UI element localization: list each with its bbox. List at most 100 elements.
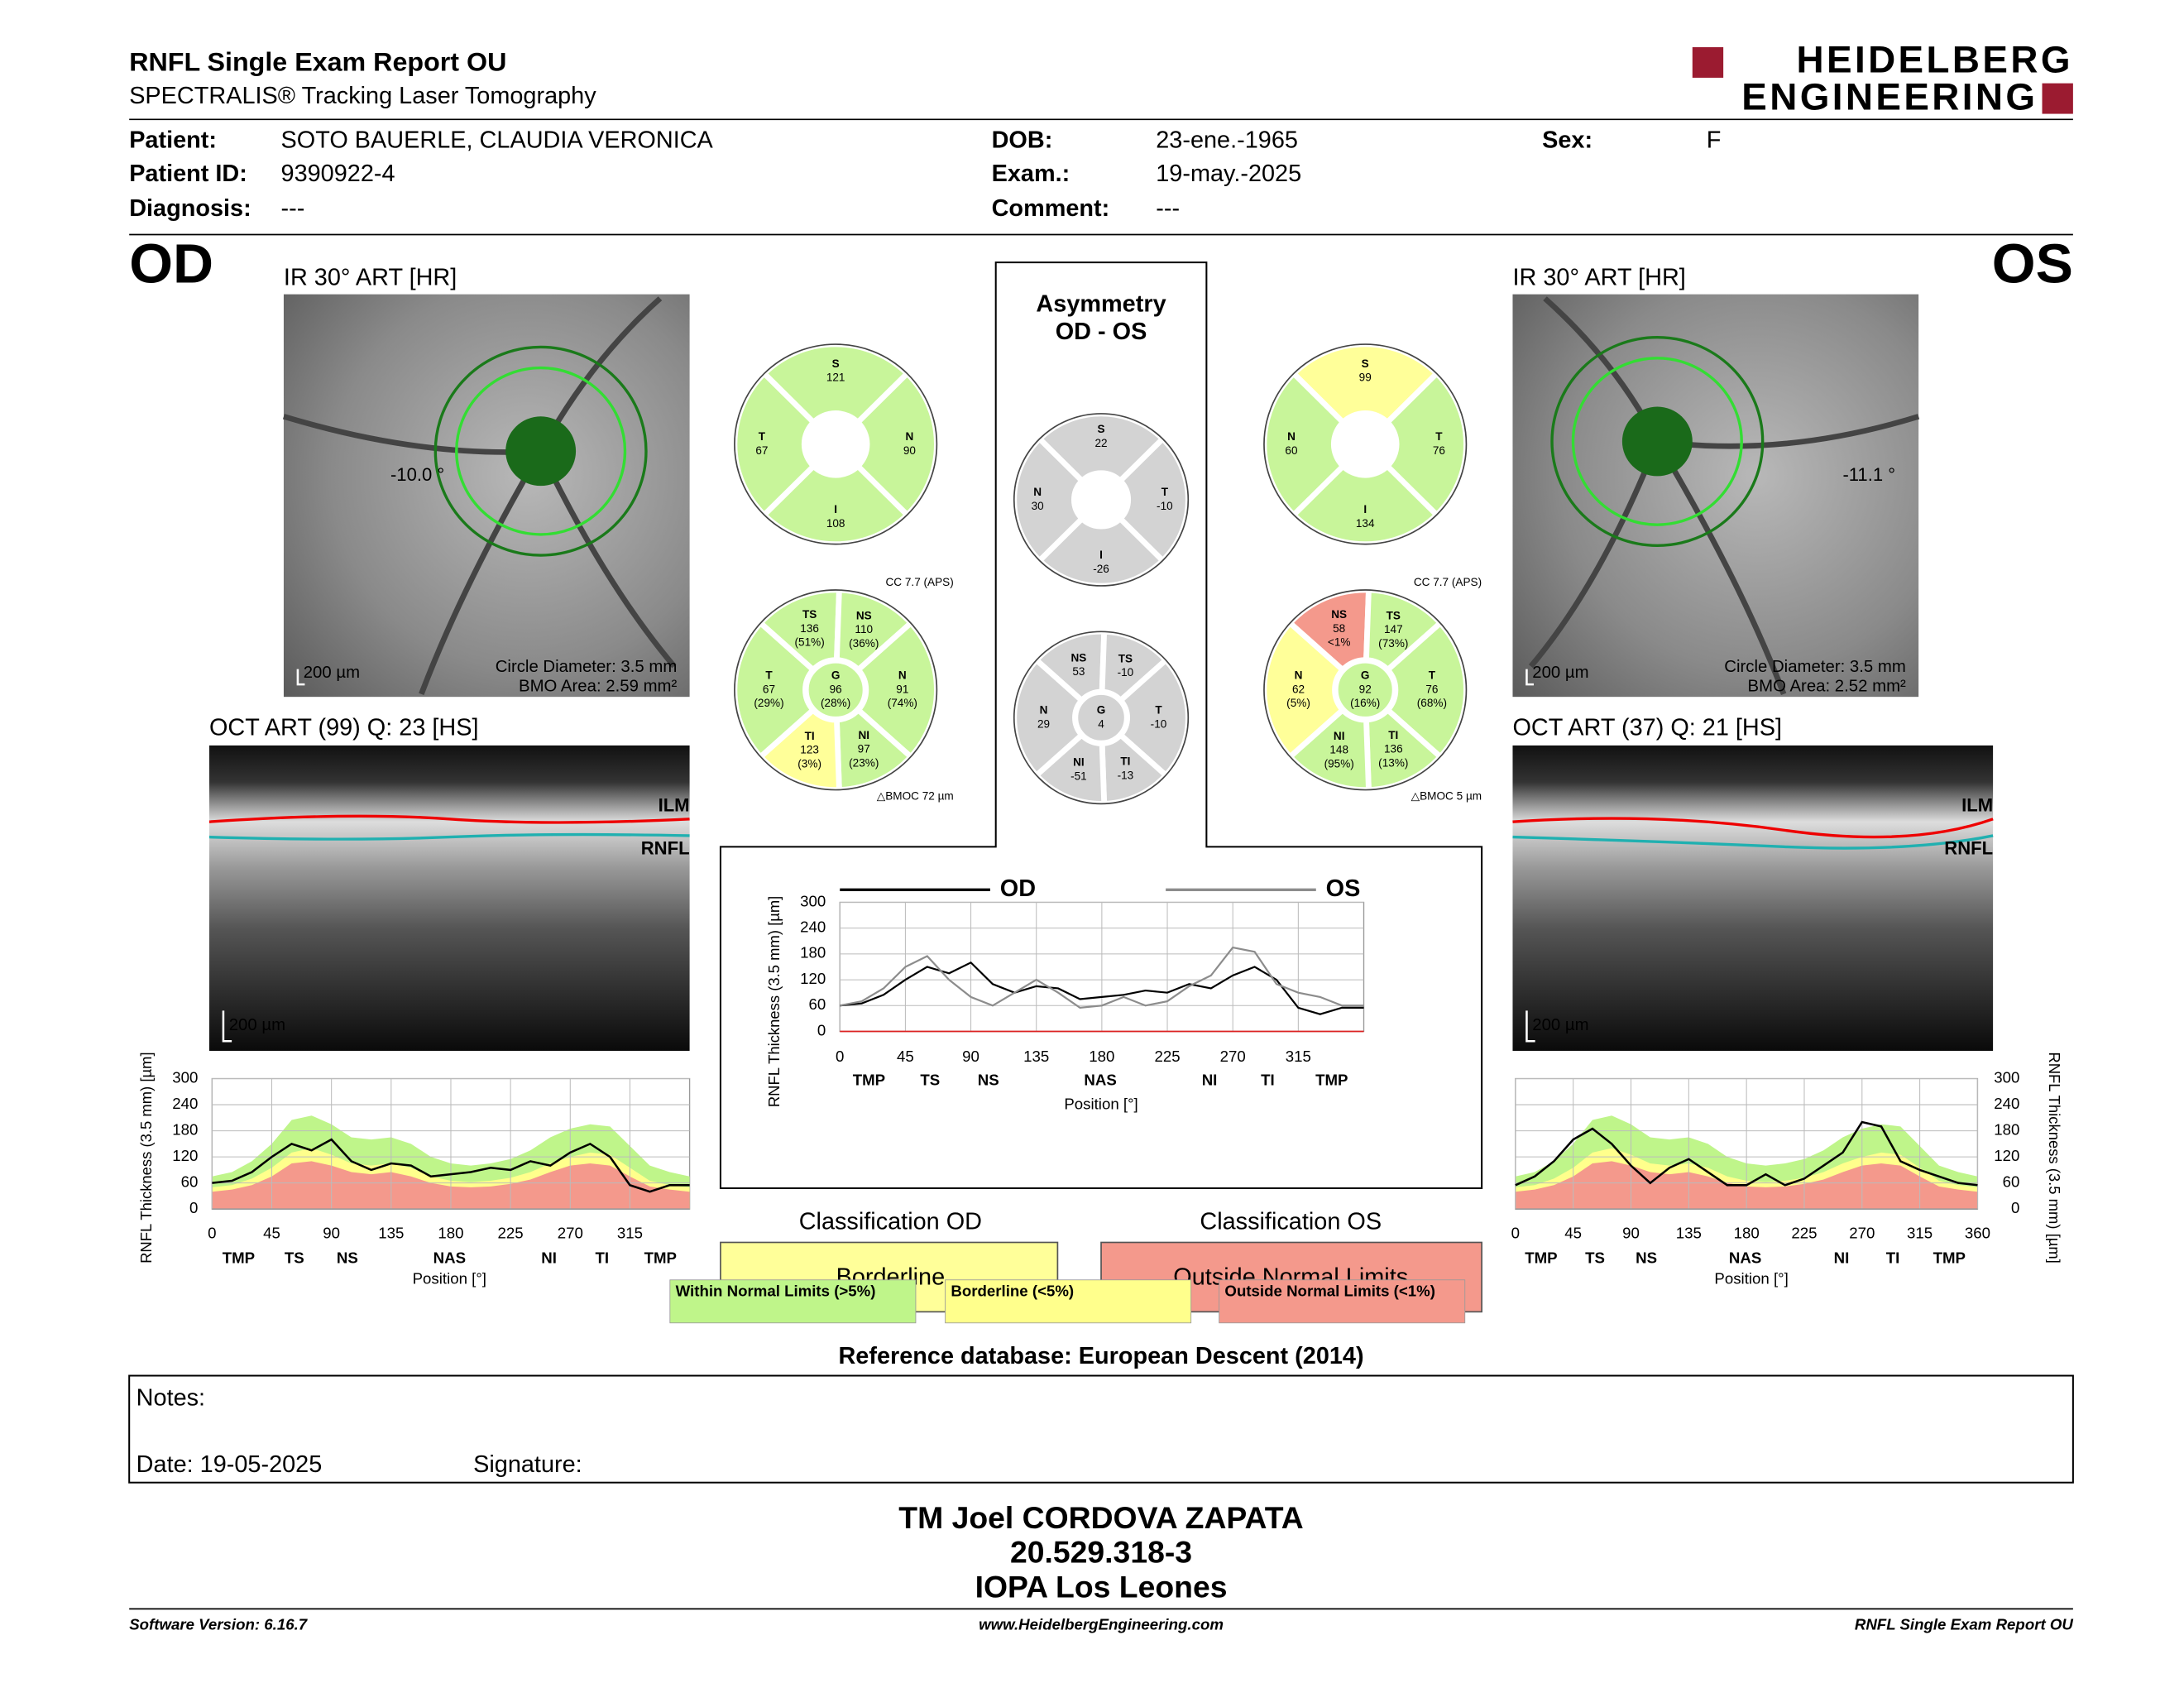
sector-axis-label: TMP bbox=[644, 1249, 677, 1267]
x-tick-label: 90 bbox=[323, 1224, 340, 1241]
sector-text: S bbox=[832, 357, 840, 370]
sector-text: 4 bbox=[1098, 717, 1104, 730]
field-label: Exam.: bbox=[992, 161, 1070, 187]
sector-text: G bbox=[1361, 669, 1370, 682]
sector-text: N bbox=[1033, 486, 1042, 498]
bmo-circle bbox=[1571, 357, 1743, 526]
footer-right: RNFL Single Exam Report OU bbox=[1855, 1615, 2074, 1633]
sector-text: 62 bbox=[1292, 683, 1305, 695]
asymmetry-frame bbox=[719, 261, 1483, 1190]
bmo-circle bbox=[455, 366, 627, 536]
y-tick-label: 60 bbox=[181, 1173, 199, 1191]
sector-axis-label: NAS bbox=[433, 1249, 466, 1267]
x-tick-label: 180 bbox=[438, 1224, 463, 1241]
sector-axis-label: NAS bbox=[1084, 1072, 1116, 1089]
legend-label: OD bbox=[1000, 875, 1036, 902]
vessel bbox=[1528, 296, 1920, 695]
y-tick-label: 180 bbox=[1994, 1121, 2019, 1139]
sector-text: 76 bbox=[1433, 444, 1445, 457]
x-tick-label: 360 bbox=[1965, 1224, 1990, 1241]
sector-axis-label: TI bbox=[1886, 1249, 1900, 1267]
field-label: Patient ID: bbox=[129, 161, 247, 187]
x-tick-label: 45 bbox=[263, 1224, 280, 1241]
footer-left: Software Version: 6.16.7 bbox=[129, 1615, 309, 1633]
field-value: 23-ene.-1965 bbox=[1156, 127, 1298, 154]
ilm-label: ILM bbox=[659, 795, 690, 816]
sector-text: -26 bbox=[1093, 563, 1109, 575]
sector-text: 76 bbox=[1425, 683, 1438, 695]
scale-bar bbox=[222, 1010, 232, 1043]
field-value: --- bbox=[281, 195, 305, 222]
sector-text: N bbox=[1287, 430, 1296, 443]
x-axis-label: Position [°] bbox=[1064, 1095, 1138, 1112]
sector-text: (95%) bbox=[1324, 758, 1354, 770]
sector-text: 97 bbox=[858, 743, 870, 755]
x-tick-label: 180 bbox=[1734, 1224, 1760, 1241]
sector-axis-label: TMP bbox=[1315, 1072, 1348, 1089]
scale-bar bbox=[1525, 669, 1534, 686]
x-tick-label: 270 bbox=[558, 1224, 583, 1241]
logo-square bbox=[1692, 47, 1724, 78]
x-tick-label: 180 bbox=[1089, 1048, 1114, 1065]
sector-text: 121 bbox=[826, 372, 845, 384]
sector-text: (73%) bbox=[1378, 637, 1408, 650]
field-label: Comment: bbox=[992, 195, 1110, 222]
cc-label: CC 7.7 (APS) bbox=[1414, 576, 1482, 588]
fundus-image bbox=[283, 294, 690, 698]
y-axis-label: RNFL Thickness (3.5 mm) [µm] bbox=[137, 1052, 155, 1263]
diagram-outline bbox=[1013, 631, 1190, 805]
ilm-line bbox=[1512, 817, 1994, 839]
field-value: 19-may.-2025 bbox=[1156, 161, 1301, 187]
sector-axis-label: NAS bbox=[1729, 1249, 1761, 1267]
sector-text: 58 bbox=[1333, 622, 1345, 635]
cc-label: CC 7.7 (APS) bbox=[886, 576, 954, 588]
sector-text: (3%) bbox=[797, 758, 821, 770]
bmoc-label: △BMOC 72 µm bbox=[877, 790, 954, 803]
field-value: F bbox=[1707, 127, 1722, 154]
sector-text: (51%) bbox=[795, 636, 825, 649]
y-tick-label: 240 bbox=[800, 918, 826, 936]
sector-text: N bbox=[905, 430, 913, 443]
sector-text: 136 bbox=[800, 622, 819, 635]
oct-title: OCT ART (99) Q: 23 [HS] bbox=[209, 714, 479, 741]
sector-text: 29 bbox=[1037, 717, 1050, 730]
scale-label: 200 µm bbox=[1532, 664, 1588, 682]
sector-text: I bbox=[834, 503, 837, 516]
sector-text: N bbox=[898, 669, 907, 682]
x-tick-label: 135 bbox=[1676, 1224, 1702, 1241]
sector-text: 148 bbox=[1329, 744, 1348, 756]
x-tick-label: 135 bbox=[1023, 1048, 1049, 1065]
field-label: Diagnosis: bbox=[129, 195, 251, 222]
sector-axis-label: TI bbox=[595, 1249, 609, 1267]
y-tick-label: 180 bbox=[172, 1121, 198, 1139]
sector-text: 134 bbox=[1356, 517, 1375, 530]
ilm-line bbox=[208, 814, 690, 824]
sector-text: 91 bbox=[896, 683, 908, 695]
rnfl-line bbox=[208, 832, 690, 841]
sector-text: T bbox=[765, 669, 773, 682]
y-tick-label: 120 bbox=[1994, 1147, 2019, 1164]
disc bbox=[1621, 406, 1693, 477]
eye-label: OD bbox=[129, 233, 213, 295]
sector-axis-label: TS bbox=[285, 1249, 304, 1267]
y-tick-label: 300 bbox=[1994, 1068, 2019, 1086]
scale-bar bbox=[296, 669, 305, 686]
field-value: SOTO BAUERLE, CLAUDIA VERONICA bbox=[281, 127, 714, 154]
x-tick-label: 315 bbox=[617, 1224, 643, 1241]
x-tick-label: 45 bbox=[897, 1048, 914, 1065]
oct-od bbox=[208, 745, 690, 1051]
x-tick-label: 45 bbox=[1564, 1224, 1582, 1241]
sector-text: NI bbox=[858, 729, 869, 741]
oct-scale: 200 µm bbox=[1532, 1016, 1588, 1034]
classification-title: Classification OS bbox=[1200, 1209, 1382, 1235]
sector-text: TS bbox=[802, 608, 817, 621]
sector-text: S bbox=[1362, 357, 1369, 370]
y-tick-label: 300 bbox=[800, 892, 826, 909]
y-tick-label: 60 bbox=[809, 995, 826, 1013]
sector-text: T bbox=[1429, 669, 1436, 682]
notes-signature: Signature: bbox=[473, 1451, 582, 1478]
sector-text: TI bbox=[805, 730, 815, 742]
field-label: DOB: bbox=[992, 127, 1053, 154]
